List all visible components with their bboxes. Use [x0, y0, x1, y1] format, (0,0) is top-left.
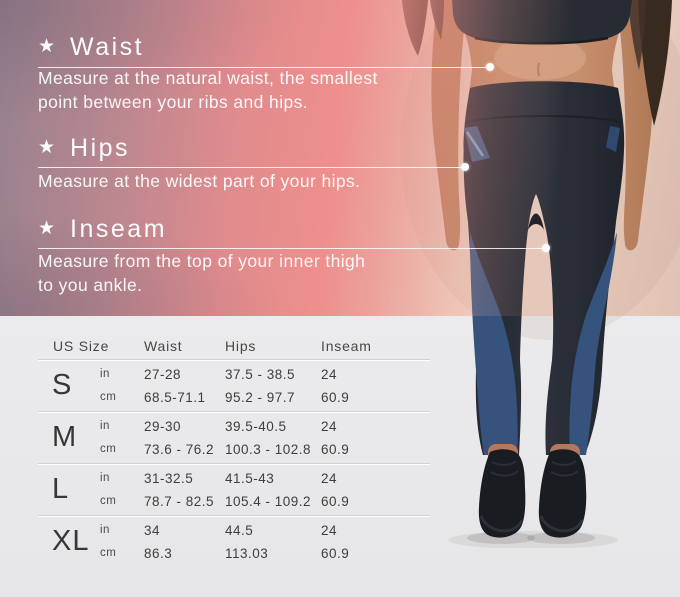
section-hips: ★ Hips [38, 134, 130, 163]
hips-value: 37.5 - 38.5 [225, 366, 296, 382]
waist-value: 68.5-71.1 [144, 389, 206, 405]
star-icon: ★ [38, 218, 56, 239]
size-label: S [52, 369, 73, 401]
sneaker-right-laces [550, 460, 579, 477]
row-s-inches: in 27-28 37.5 - 38.5 24 [100, 363, 430, 386]
hips-value: 44.5 [225, 522, 254, 538]
header-inseam: Inseam [321, 338, 372, 354]
sneaker-left-laces [490, 460, 519, 477]
hips-callout-dot [461, 163, 469, 171]
inseam-value: 60.9 [321, 545, 350, 561]
pink-gradient-overlay [0, 0, 680, 316]
waist-value: 86.3 [144, 545, 173, 561]
size-chart: US Size Waist Hips Inseam S in 27-28 37.… [38, 333, 430, 567]
row-xl-centimeters: cm 86.3 113.03 60.9 [100, 542, 430, 565]
row-xl-inches: in 34 44.5 24 [100, 519, 430, 542]
inseam-value: 60.9 [321, 389, 350, 405]
hips-value: 100.3 - 102.8 [225, 441, 312, 457]
waist-callout-line [38, 67, 490, 68]
size-row-s: S in 27-28 37.5 - 38.5 24 cm 68.5-71.1 9… [38, 360, 430, 411]
inseam-value: 24 [321, 470, 338, 486]
row-l-centimeters: cm 78.7 - 82.5 105.4 - 109.2 60.9 [100, 490, 430, 513]
waist-description-line1: Measure at the natural waist, the smalle… [38, 68, 378, 88]
section-waist-description: Measure at the natural waist, the smalle… [38, 66, 398, 114]
shoe-shadow-left [467, 532, 535, 544]
size-label: M [52, 421, 78, 453]
inseam-description-line1: Measure from the top of your inner thigh [38, 251, 366, 271]
hips-value: 95.2 - 97.7 [225, 389, 296, 405]
unit-label: in [100, 368, 110, 380]
divider [38, 515, 430, 516]
waist-callout-dot [486, 63, 494, 71]
shoe-shadow-right [527, 532, 595, 544]
size-label: XL [52, 525, 90, 557]
waist-description-line2: point between your ribs and hips. [38, 92, 309, 112]
section-inseam-title: Inseam [70, 215, 168, 243]
header-waist: Waist [144, 338, 183, 354]
section-waist-title: Waist [70, 33, 145, 61]
header-us-size: US Size [53, 338, 110, 354]
hips-value: 113.03 [225, 545, 269, 561]
hips-value: 105.4 - 109.2 [225, 493, 312, 509]
star-icon: ★ [38, 137, 56, 158]
divider [38, 411, 430, 412]
waist-value: 31-32.5 [144, 470, 194, 486]
row-m-centimeters: cm 73.6 - 76.2 100.3 - 102.8 60.9 [100, 438, 430, 461]
waist-value: 78.7 - 82.5 [144, 493, 215, 509]
hips-value: 39.5-40.5 [225, 418, 287, 434]
inseam-callout-line [38, 248, 546, 249]
size-label: L [52, 473, 70, 505]
sneaker-right-sole [539, 515, 584, 533]
row-m-inches: in 29-30 39.5-40.5 24 [100, 415, 430, 438]
divider [38, 463, 430, 464]
section-hips-title: Hips [70, 134, 131, 162]
section-inseam: ★ Inseam [38, 215, 167, 244]
unit-label: in [100, 524, 110, 536]
waist-value: 73.6 - 76.2 [144, 441, 215, 457]
unit-label: cm [100, 391, 117, 403]
waist-value: 29-30 [144, 418, 182, 434]
sneaker-left-sole [479, 515, 524, 533]
row-s-centimeters: cm 68.5-71.1 95.2 - 97.7 60.9 [100, 386, 430, 409]
divider [38, 359, 430, 360]
unit-label: cm [100, 443, 117, 455]
inseam-description-line2: to you ankle. [38, 275, 143, 295]
star-icon: ★ [38, 36, 56, 57]
section-inseam-description: Measure from the top of your inner thigh… [38, 249, 398, 297]
header-hips: Hips [225, 338, 257, 354]
inseam-value: 24 [321, 522, 338, 538]
size-row-m: M in 29-30 39.5-40.5 24 cm 73.6 - 76.2 1… [38, 412, 430, 463]
unit-label: in [100, 472, 110, 484]
inseam-value: 24 [321, 366, 338, 382]
section-waist: ★ Waist [38, 33, 144, 62]
unit-label: in [100, 420, 110, 432]
hips-callout-line [38, 167, 465, 168]
waist-value: 34 [144, 522, 161, 538]
hips-value: 41.5-43 [225, 470, 275, 486]
unit-label: cm [100, 547, 117, 559]
unit-label: cm [100, 495, 117, 507]
sneaker-left [478, 449, 526, 538]
sneaker-right [538, 449, 587, 538]
inseam-value: 60.9 [321, 441, 350, 457]
size-row-xl: XL in 34 44.5 24 cm 86.3 113.03 60.9 [38, 516, 430, 567]
size-chart-header: US Size Waist Hips Inseam [38, 333, 430, 359]
inseam-value: 60.9 [321, 493, 350, 509]
size-row-l: L in 31-32.5 41.5-43 24 cm 78.7 - 82.5 1… [38, 464, 430, 515]
hips-description-line1: Measure at the widest part of your hips. [38, 171, 361, 191]
waist-value: 27-28 [144, 366, 182, 382]
inseam-value: 24 [321, 418, 338, 434]
inseam-callout-dot [542, 244, 550, 252]
row-l-inches: in 31-32.5 41.5-43 24 [100, 467, 430, 490]
section-hips-description: Measure at the widest part of your hips. [38, 169, 398, 193]
